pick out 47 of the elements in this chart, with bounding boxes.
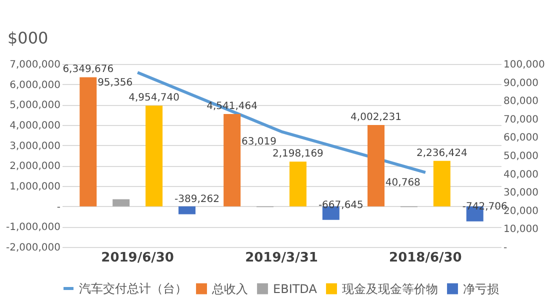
- y-tick-label: 2,000,000: [10, 161, 60, 172]
- y-tick-label: 5,000,000: [10, 100, 60, 112]
- y-tick-label: 4,000,000: [10, 120, 60, 132]
- y2-tick-label: 10,000: [504, 224, 538, 236]
- data-label: 2,198,169: [272, 148, 324, 160]
- y-tick-label: -2,000,000: [6, 242, 60, 254]
- bar: [433, 160, 450, 206]
- data-label: 6,349,676: [62, 64, 114, 76]
- y2-tick-label: 30,000: [504, 188, 538, 199]
- y2-tick-label: 60,000: [504, 132, 538, 144]
- y-tick-label: 3,000,000: [10, 140, 60, 152]
- legend-label: EBITDA: [273, 282, 318, 296]
- data-label: 63,019: [242, 136, 276, 148]
- bar: [112, 199, 130, 206]
- y2-tick-label: 80,000: [504, 96, 538, 108]
- y-tick-label: -: [56, 202, 61, 213]
- bar: [146, 106, 163, 206]
- bar: [368, 124, 385, 206]
- data-label: 40,768: [385, 177, 420, 188]
- y2-tick-label: 100,000: [504, 60, 545, 70]
- bar: [224, 114, 241, 206]
- y-axis-title: $000: [8, 28, 48, 48]
- y2-tick-label: 40,000: [504, 169, 538, 180]
- y2-tick-label: 90,000: [504, 78, 538, 89]
- x-tick-label: 2018/6/30: [389, 250, 462, 266]
- data-label: 4,002,231: [350, 112, 402, 123]
- y-tick-label: 6,000,000: [10, 80, 60, 91]
- y-tick-label: 7,000,000: [10, 60, 60, 70]
- y2-tick-label: 50,000: [504, 151, 538, 162]
- legend-label: 汽车交付总计（台）: [79, 282, 187, 296]
- y-tick-label: 1,000,000: [10, 182, 60, 192]
- data-label: -667,645: [318, 200, 364, 211]
- x-tick-label: 2019/6/30: [101, 250, 174, 266]
- bar: [178, 206, 196, 214]
- data-label: -389,262: [174, 194, 220, 206]
- legend-label: 现金及现金等价物: [342, 282, 438, 296]
- data-label: 4,954,740: [128, 92, 180, 104]
- legend-label: 净亏损: [463, 282, 499, 296]
- y-tick-label: -1,000,000: [6, 222, 60, 234]
- bar: [80, 77, 97, 206]
- y2-tick-label: -: [504, 242, 508, 254]
- data-label: 2,236,424: [416, 148, 468, 159]
- data-label: 95,356: [98, 78, 133, 88]
- legend-label: 总收入: [211, 282, 248, 296]
- x-tick-label: 2019/3/31: [245, 250, 318, 266]
- bar: [289, 162, 306, 206]
- y2-tick-label: 70,000: [504, 114, 538, 126]
